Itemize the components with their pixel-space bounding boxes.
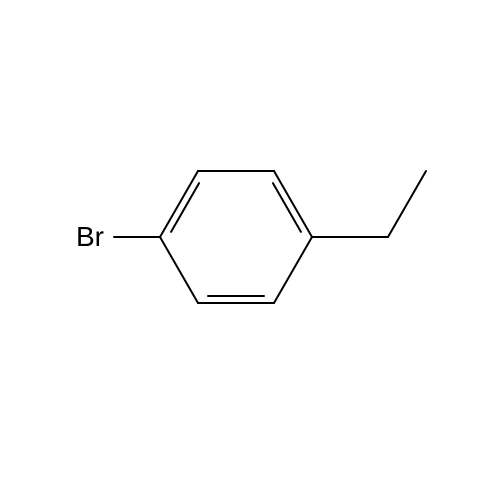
atom-label-br: Br [76,221,104,253]
molecule-svg [0,0,500,500]
chemical-structure: Br [0,0,500,500]
